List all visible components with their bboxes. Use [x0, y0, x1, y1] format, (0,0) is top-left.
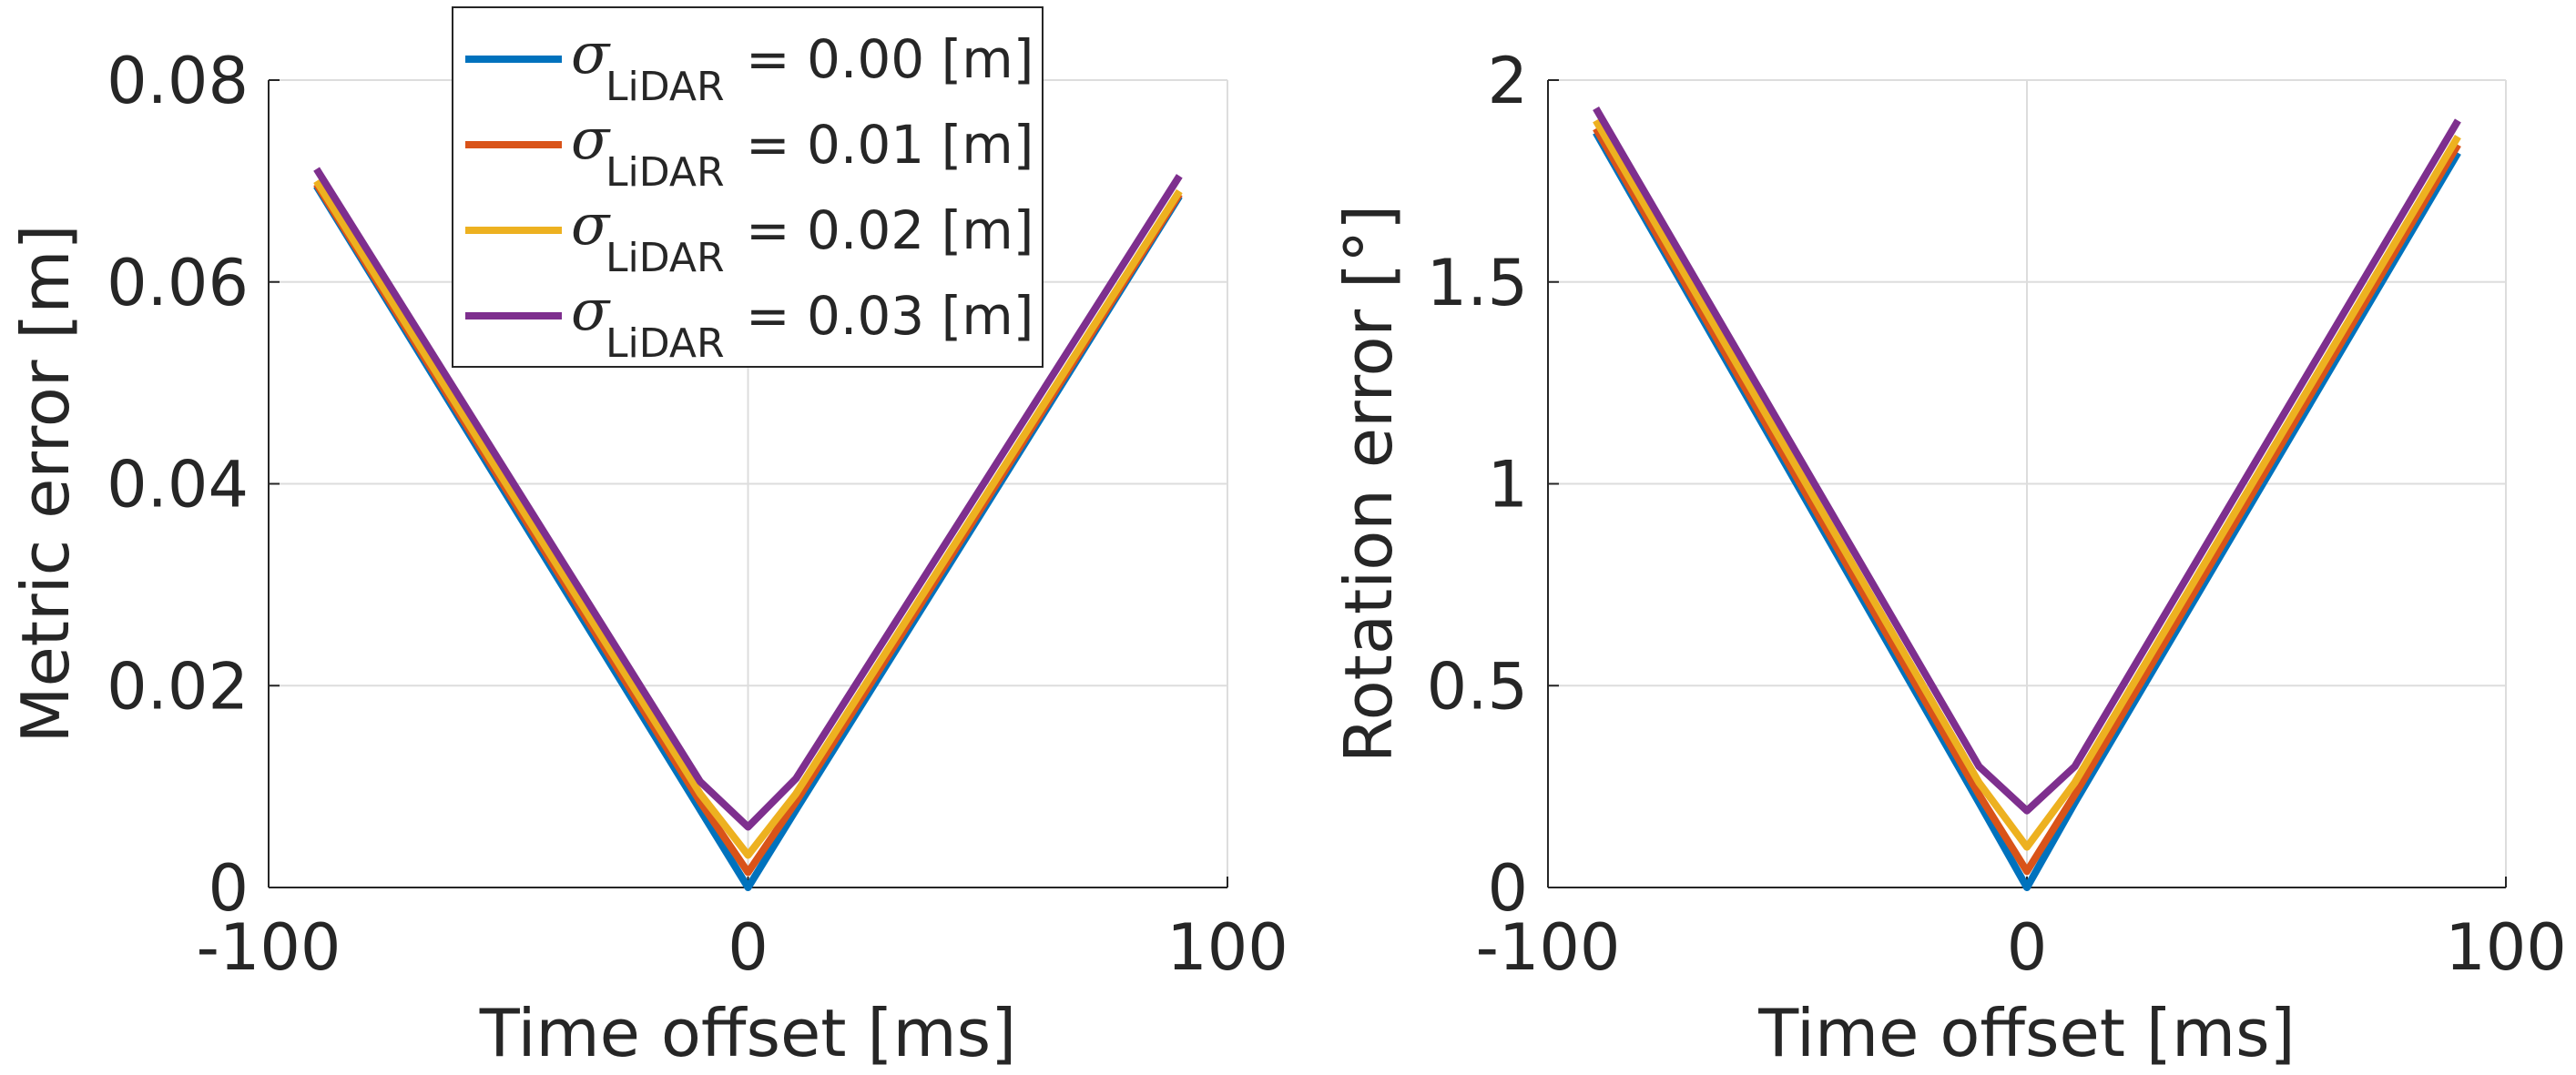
legend-label-0: = 0.00 [m] — [746, 28, 1033, 90]
y-tick-label: 1.5 — [1427, 246, 1528, 320]
y-tick-label: 0.5 — [1427, 649, 1528, 724]
y-axis-title: Metric error [m] — [7, 224, 84, 743]
legend-sigma-2: σ — [571, 191, 611, 258]
x-tick-label: 0 — [728, 910, 769, 985]
legend-subscript-1: LiDAR — [606, 149, 725, 196]
x-tick-label: -100 — [1476, 910, 1621, 985]
series-line-2 — [1593, 118, 2461, 851]
legend-box — [452, 6, 1044, 368]
x-tick-label: 100 — [2445, 910, 2567, 985]
y-tick-label: 2 — [1487, 44, 1528, 118]
legend-label-1: = 0.01 [m] — [746, 114, 1033, 176]
legend-sigma-3: σ — [571, 277, 611, 343]
y-tick-label: 0.04 — [107, 448, 249, 522]
series-line-2 — [313, 178, 1183, 859]
y-tick-label: 0 — [1487, 851, 1528, 926]
y-tick-label: 0.08 — [107, 44, 249, 118]
y-tick-label: 0.06 — [107, 246, 249, 320]
x-tick-label: 100 — [1166, 910, 1288, 985]
series-line-1 — [1593, 127, 2461, 876]
legend-sigma-0: σ — [571, 20, 611, 86]
legend-label-3: = 0.03 [m] — [746, 285, 1033, 347]
x-axis-title: Time offset [ms] — [479, 995, 1017, 1071]
y-tick-label: 0.02 — [107, 649, 249, 724]
legend-subscript-2: LiDAR — [606, 235, 725, 281]
x-axis-title: Time offset [ms] — [1757, 995, 2296, 1071]
x-tick-label: -100 — [197, 910, 341, 985]
legend-sigma-1: σ — [571, 106, 611, 172]
series-line-3 — [1593, 106, 2461, 815]
y-tick-label: 1 — [1487, 448, 1528, 522]
legend-subscript-0: LiDAR — [606, 64, 725, 110]
y-axis-title: Rotation error [°] — [1330, 205, 1407, 763]
y-tick-label: 0 — [208, 851, 249, 926]
x-tick-label: 0 — [2007, 910, 2048, 985]
legend-subscript-3: LiDAR — [606, 320, 725, 367]
legend-label-2: = 0.02 [m] — [746, 199, 1033, 261]
series-line-3 — [313, 167, 1183, 831]
